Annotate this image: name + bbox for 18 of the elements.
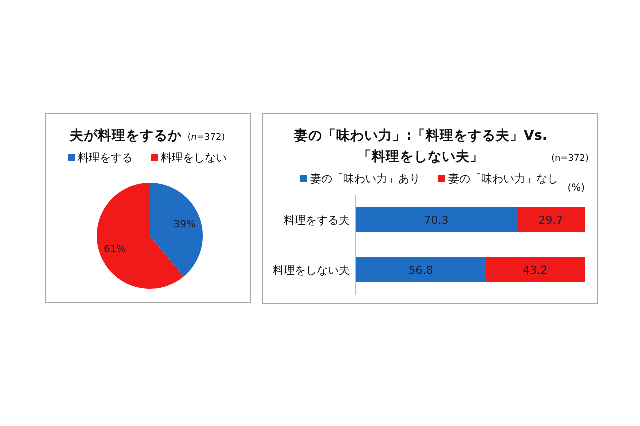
- chart-title: 夫が料理をするか: [68, 128, 183, 144]
- chart-subtitle: (n=372): [188, 133, 226, 143]
- y-tick-label: 料理をしない夫: [273, 264, 350, 277]
- x-axis-title: (%): [568, 183, 586, 194]
- legend-label: 料理をする: [78, 152, 133, 164]
- legend-label: 料理をしない: [161, 152, 227, 164]
- legend-label: 妻の「味わい力」あり: [310, 172, 420, 186]
- data-label: 70.3: [424, 214, 449, 227]
- chart-title: 妻の「味わい力」:「料理をする夫」Vs. 「料理をしない夫」: [294, 128, 548, 165]
- data-label: 56.8: [408, 264, 434, 277]
- data-label: 39%: [174, 219, 196, 230]
- legend-label: 妻の「味わい力」なし: [448, 172, 558, 186]
- pie-slice: [150, 183, 203, 277]
- data-label: 61%: [104, 244, 126, 256]
- data-label: 29.7: [538, 214, 564, 227]
- y-tick-label: 料理をする夫: [284, 214, 350, 227]
- data-label: 43.2: [523, 264, 548, 277]
- chart-subtitle: (n=372): [552, 154, 589, 164]
